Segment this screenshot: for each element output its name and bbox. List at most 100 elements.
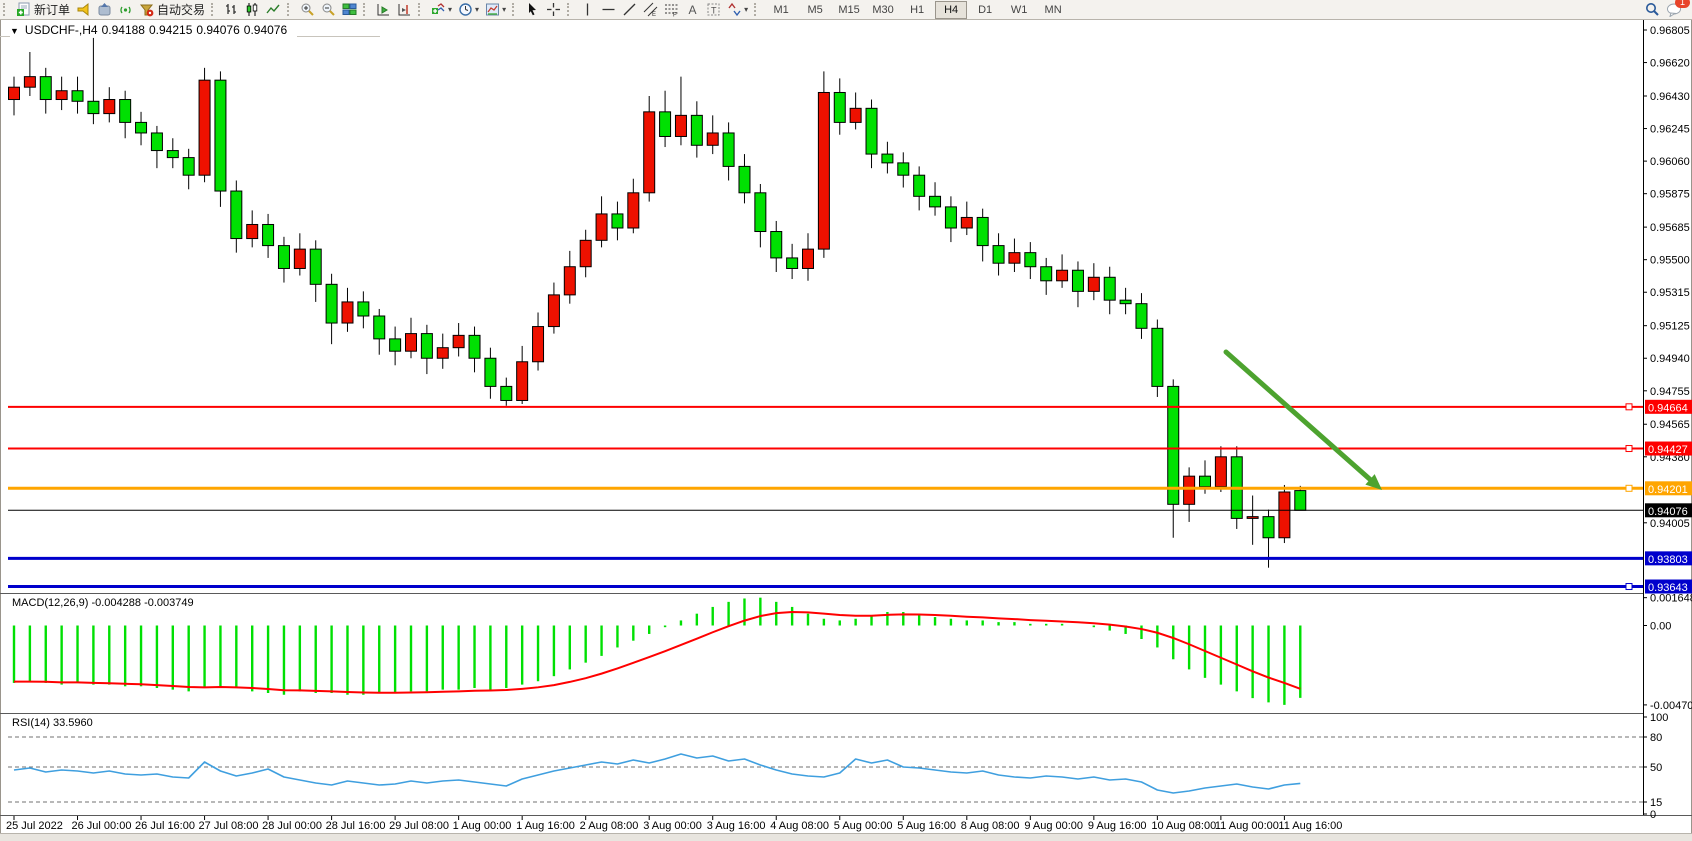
candle <box>1246 495 1259 545</box>
search-button[interactable] <box>1642 1 1662 18</box>
line-handle[interactable] <box>1625 583 1633 591</box>
trendline-button[interactable] <box>620 1 639 18</box>
price-badge-label: 0.94664 <box>1648 402 1688 414</box>
templates-button[interactable]: ▾ <box>483 1 508 18</box>
chart-play-icon <box>376 2 391 17</box>
new-order-button[interactable]: 新订单 <box>14 1 72 18</box>
time-axis-label: 27 Jul 08:00 <box>199 820 259 832</box>
chart-play-button[interactable] <box>374 1 393 18</box>
bar-chart-button[interactable] <box>222 1 241 18</box>
chevron-down-icon[interactable]: ▾ <box>744 5 749 14</box>
candle <box>341 287 354 332</box>
time-axis-label: 5 Aug 00:00 <box>834 820 893 832</box>
timeframe-button-m5[interactable]: M5 <box>807 3 823 16</box>
sound-button[interactable] <box>74 1 93 18</box>
candle <box>865 99 878 169</box>
collapse-triangle-icon[interactable]: ▼ <box>10 26 19 36</box>
timeframe-button-d1[interactable]: D1 <box>978 3 993 16</box>
candlestick-button[interactable] <box>243 1 262 18</box>
line-handle[interactable] <box>1625 484 1633 492</box>
candle <box>579 229 592 278</box>
status-bar <box>0 833 1692 841</box>
svg-text:A: A <box>689 3 697 17</box>
candle <box>881 141 894 174</box>
zoom-in-button[interactable] <box>298 1 317 18</box>
chevron-down-icon[interactable]: ▾ <box>448 5 453 14</box>
publish-button[interactable] <box>95 1 114 18</box>
candle <box>833 78 846 135</box>
candle <box>8 76 20 116</box>
candle <box>1040 257 1053 295</box>
candle <box>516 345 529 404</box>
linechart-icon <box>266 2 281 17</box>
chart-shift-button[interactable] <box>395 1 414 18</box>
price-badge-label: 0.93643 <box>1648 582 1688 594</box>
channel-button[interactable]: E <box>641 1 660 18</box>
crosshair-button[interactable] <box>544 1 563 18</box>
vertical-line-button[interactable] <box>578 1 597 18</box>
tile-windows-button[interactable] <box>340 1 359 18</box>
toolbar-separator <box>754 3 761 16</box>
price-badge <box>1645 579 1692 594</box>
line-handle[interactable] <box>1625 403 1633 411</box>
candles-icon <box>245 2 260 17</box>
candle <box>389 326 402 366</box>
candle <box>71 76 84 114</box>
candle <box>500 377 513 406</box>
candle <box>627 178 640 234</box>
toolbar-separator <box>211 3 218 16</box>
price-axis-label: 0.95315 <box>1650 287 1690 299</box>
timeframe-button-w1[interactable]: W1 <box>1010 3 1028 16</box>
candle <box>405 317 417 359</box>
time-axis-label: 4 Aug 08:00 <box>770 820 829 832</box>
rsi-axis-label: 50 <box>1650 762 1662 774</box>
signal-icon <box>118 2 133 17</box>
candle <box>1103 266 1116 315</box>
periods-button[interactable]: ▾ <box>456 1 481 18</box>
autotrade-button[interactable]: 自动交易 <box>137 1 207 18</box>
candle <box>484 347 497 399</box>
candle <box>706 115 719 155</box>
horizontal-line-button[interactable] <box>599 1 618 18</box>
chevron-down-icon[interactable]: ▾ <box>475 5 480 14</box>
candle <box>897 152 910 188</box>
timeframe-button-m1[interactable]: M1 <box>773 3 789 16</box>
chevron-down-icon[interactable]: ▾ <box>502 5 507 14</box>
candle <box>1278 484 1291 544</box>
price-badge <box>1645 441 1692 456</box>
text-button[interactable]: A <box>683 1 702 18</box>
candle <box>722 122 735 181</box>
label-button[interactable]: T <box>704 1 723 18</box>
arrows-button[interactable]: ▾ <box>725 1 750 18</box>
trend-arrow[interactable] <box>1223 349 1382 490</box>
candle <box>23 52 36 96</box>
candle <box>1119 287 1132 315</box>
zoom-out-button[interactable] <box>319 1 338 18</box>
indicators-button[interactable]: ▾ <box>429 1 454 18</box>
timeframe-button-h1[interactable]: H1 <box>910 3 925 16</box>
timeframe-button-m15[interactable]: M15 <box>838 3 860 16</box>
channel-icon: E <box>643 2 658 17</box>
price-axis-label: 0.94755 <box>1650 386 1690 398</box>
price-axis-label: 0.96805 <box>1650 25 1690 37</box>
line-chart-button[interactable] <box>264 1 283 18</box>
fibonacci-button[interactable]: F <box>662 1 681 18</box>
bars-icon <box>224 2 239 17</box>
timeframe-button-mn[interactable]: MN <box>1044 3 1062 16</box>
line-handle[interactable] <box>1625 445 1633 453</box>
time-axis-label: 11 Aug 16:00 <box>1278 820 1342 832</box>
cursor-button[interactable] <box>523 1 542 18</box>
time-axis-label: 1 Aug 16:00 <box>516 820 575 832</box>
signals-button[interactable] <box>116 1 135 18</box>
candle <box>1071 261 1084 308</box>
timeframe-button-m30[interactable]: M30 <box>872 3 894 16</box>
candle <box>738 154 751 204</box>
candle <box>436 333 449 369</box>
timeframe-button-h4[interactable]: H4 <box>935 0 968 19</box>
time-axis-label: 26 Jul 16:00 <box>135 820 195 832</box>
chat-button[interactable]: 1 <box>1664 0 1690 18</box>
template-icon <box>485 2 500 17</box>
time-axis-label: 11 Aug 00:00 <box>1215 820 1279 832</box>
